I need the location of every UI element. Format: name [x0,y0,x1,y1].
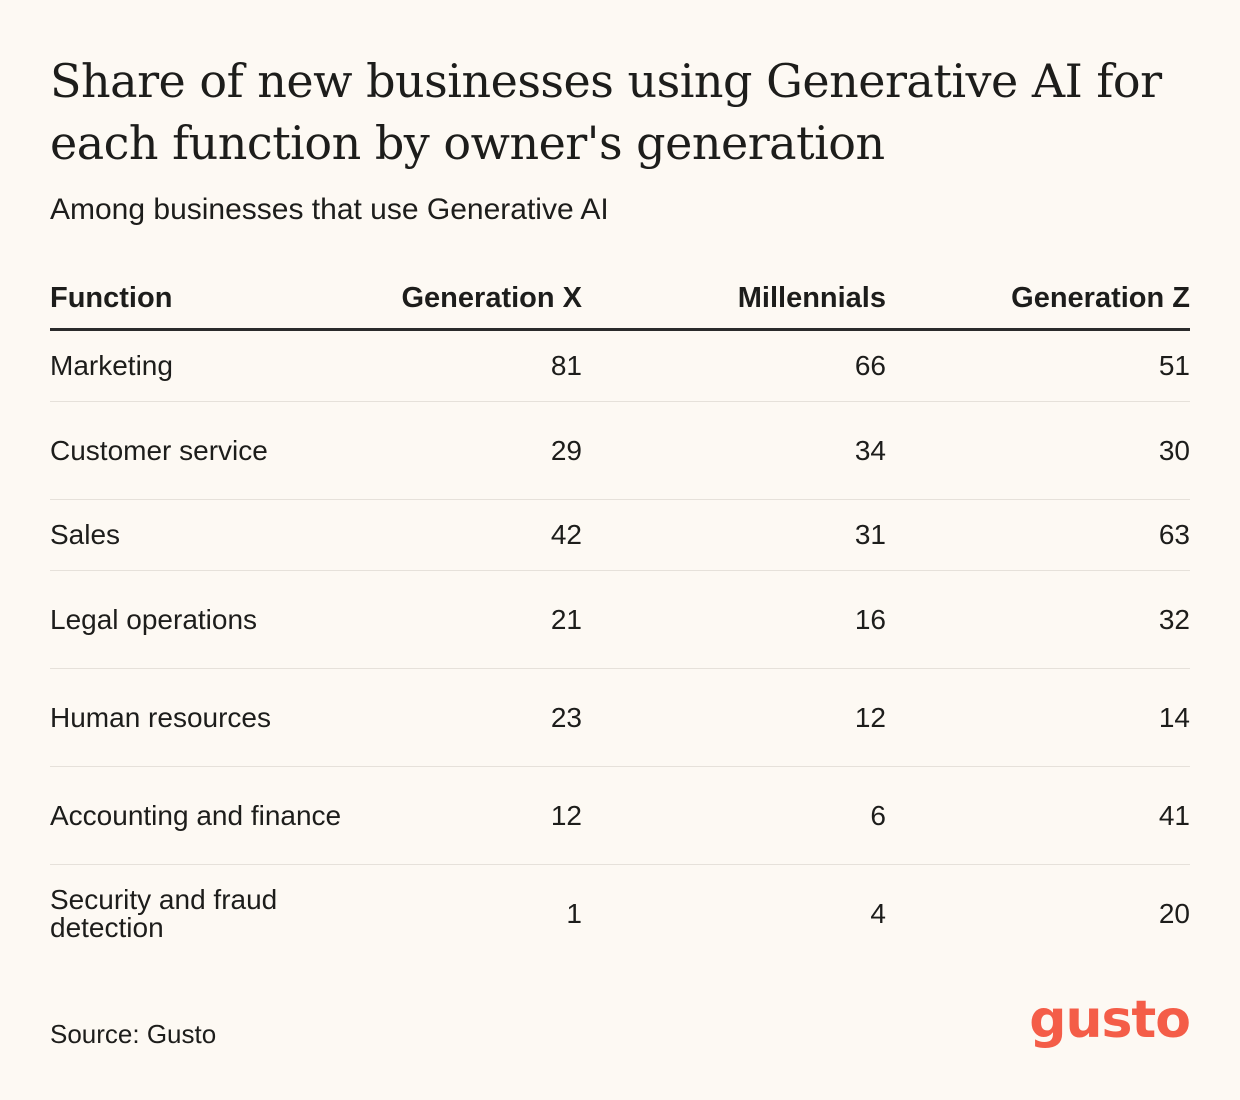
cell-generation-z: 20 [1158,897,1190,929]
row-label: Accounting and finance [50,766,350,865]
row-label: Customer service [50,401,350,500]
cell-millennials: 31 [582,499,886,571]
cell-millennials: 66 [582,329,886,402]
table-row: Legal operations 21 16 32 [50,570,1190,669]
cell-millennials: 34 [582,401,886,500]
cell-generation-x: 21 [350,570,582,669]
gusto-logo: gusto [1029,990,1191,1050]
cell-generation-x: 12 [350,766,582,865]
chart-title: Share of new businesses using Generative… [50,54,1162,170]
row-label: Sales [50,499,350,571]
cell-generation-x: 29 [350,401,582,500]
source-note: Source: Gusto [50,1019,217,1049]
cell-millennials: 4 [870,897,886,929]
cell-generation-x: 42 [350,499,582,571]
column-header-generation-x: Generation X [350,268,582,331]
column-header-function: Function [50,268,350,331]
column-header-millennials: Millennials [582,268,886,331]
cell-generation-z: 14 [886,668,1190,767]
cell-millennials: 16 [582,570,886,669]
row-label: Legal operations [50,570,350,669]
cell-generation-x: 81 [350,329,582,402]
table-row: Security and fraud detection 1 4 20 [50,865,1190,963]
row-label: Human resources [50,668,350,767]
cell-millennials: 6 [582,766,886,865]
cell-generation-x: 1 [566,897,582,929]
cell-generation-z: 63 [886,499,1190,571]
table-row: Marketing 81 66 51 [50,329,1190,402]
cell-generation-z: 41 [886,766,1190,865]
table-row: Sales 42 31 63 [50,499,1190,571]
cell-generation-z: 32 [886,570,1190,669]
row-label: Marketing [50,329,350,402]
row-label: Security and fraud detection [50,883,278,943]
cell-millennials: 12 [582,668,886,767]
column-header-generation-z: Generation Z [886,268,1190,331]
table-row: Accounting and finance 12 6 41 [50,766,1190,865]
table-row: Human resources 23 12 14 [50,668,1190,767]
chart-subtitle: Among businesses that use Generative AI [50,193,609,226]
data-table: Function Generation X Millennials Genera… [50,268,1190,962]
cell-generation-x: 23 [350,668,582,767]
cell-generation-z: 30 [886,401,1190,500]
header-row: Function Generation X Millennials Genera… [50,268,1190,331]
cell-generation-z: 51 [886,329,1190,402]
table-row: Customer service 29 34 30 [50,401,1190,500]
